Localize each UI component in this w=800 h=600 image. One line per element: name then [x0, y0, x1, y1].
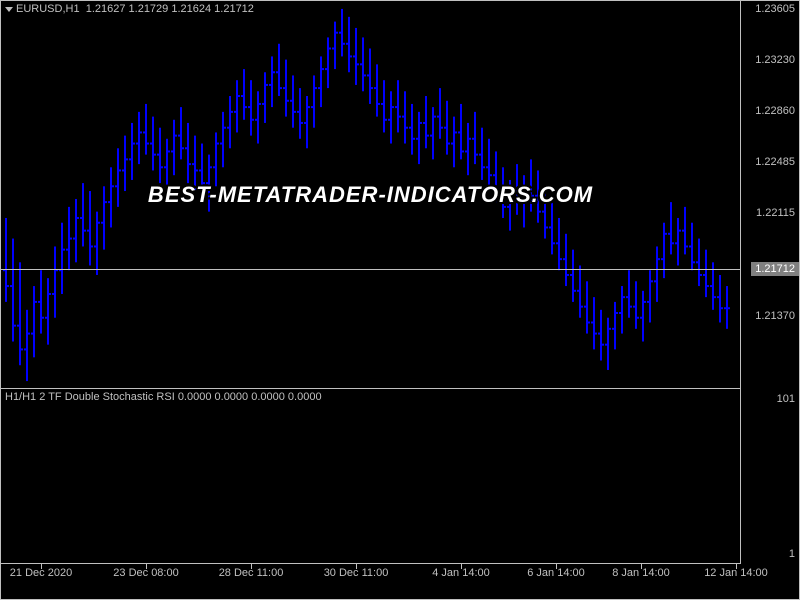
symbol-label: EURUSD,H1 — [16, 3, 80, 15]
y-tick-label: 1.21370 — [755, 310, 795, 322]
y-tick-label: 1.23605 — [755, 3, 795, 15]
chart-container: EURUSD,H1 1.21627 1.21729 1.21624 1.2171… — [0, 0, 800, 600]
indicator-panel[interactable]: H1/H1 2 TF Double Stochastic RSI 0.0000 … — [1, 389, 741, 564]
y-tick-label: 1.23230 — [755, 54, 795, 66]
y-tick-label: 1.22115 — [756, 207, 795, 219]
indicator-y-tick: 1 — [789, 548, 795, 560]
price-y-axis: 1.23605 1.23230 1.22860 1.22485 1.22115 1.217… — [740, 1, 799, 389]
ohlc-values: 1.21627 1.21729 1.21624 1.21712 — [86, 3, 254, 15]
indicator-header: H1/H1 2 TF Double Stochastic RSI 0.0000 … — [5, 391, 322, 403]
time-x-axis: 21 Dec 202023 Dec 08:0028 Dec 11:0030 De… — [1, 563, 741, 599]
current-price-label: 1.21712 — [751, 262, 799, 276]
indicator-y-axis: 101 1 — [740, 389, 799, 564]
current-price-line — [1, 269, 741, 270]
watermark-text: BEST-METATRADER-INDICATORS.COM — [148, 182, 593, 208]
y-tick-label: 1.22860 — [755, 105, 795, 117]
y-tick-label: 1.22485 — [755, 156, 795, 168]
chart-header: EURUSD,H1 1.21627 1.21729 1.21624 1.2171… — [5, 3, 254, 15]
main-price-chart[interactable]: EURUSD,H1 1.21627 1.21729 1.21624 1.2171… — [1, 1, 741, 389]
dropdown-icon[interactable] — [5, 7, 13, 12]
indicator-y-tick: 101 — [777, 393, 795, 405]
